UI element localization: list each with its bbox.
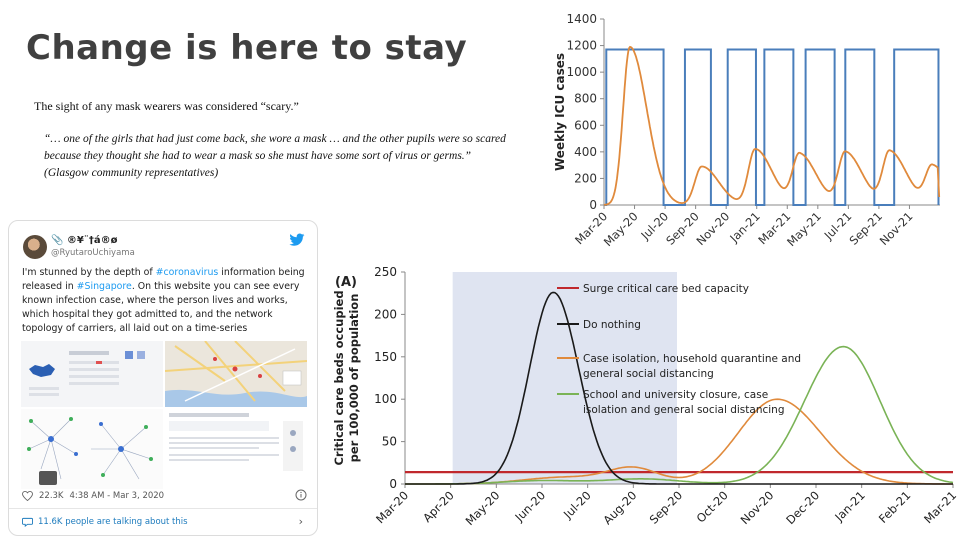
map-thumbnail — [165, 341, 307, 407]
weekly-icu-chart: 0200400600800100012001400Mar-20May-20Jul… — [553, 12, 941, 249]
hashtag-coronavirus[interactable]: #coronavirus — [155, 267, 219, 278]
media-map-image[interactable] — [165, 341, 307, 407]
tweet-text: information being released in — [22, 267, 305, 292]
divider — [9, 508, 317, 509]
heart-icon[interactable] — [22, 491, 33, 501]
y-axis-title: Weekly ICU cases — [553, 53, 567, 171]
tweet-body: I'm stunned by the depth of #coronavirus… — [22, 266, 312, 336]
tweet-text: . On this website you can see every know… — [22, 281, 300, 334]
y-tick-label: 150 — [374, 350, 397, 364]
quote-line: because they thought she had to wear a m… — [44, 150, 472, 162]
tweet-timestamp[interactable]: 4:38 AM - Mar 3, 2020 — [69, 491, 165, 501]
y-tick-label: 200 — [574, 171, 597, 185]
x-tick-label: May-21 — [784, 209, 824, 249]
y-tick-label: 1400 — [566, 12, 597, 26]
x-tick-label: May-20 — [601, 209, 641, 249]
like-count[interactable]: 22.3K — [39, 491, 64, 501]
y-tick-label: 50 — [382, 435, 397, 449]
y-tick-label: 1000 — [566, 65, 597, 79]
y-tick-label: 100 — [374, 392, 397, 406]
panel-label: (A) — [335, 275, 357, 290]
x-tick-label: Jul-20 — [560, 488, 594, 522]
x-tick-label: Sep-20 — [647, 488, 686, 527]
legend-label: Case isolation, household quarantine and — [583, 353, 801, 365]
x-tick-label: Nov-20 — [738, 488, 777, 527]
y-tick-label: 800 — [574, 92, 597, 106]
y-axis-title: per 100,000 of population — [347, 294, 361, 463]
x-tick-label: Dec-20 — [783, 488, 822, 527]
y-tick-label: 0 — [589, 198, 597, 212]
y-tick-label: 1200 — [566, 39, 597, 53]
dashboard-thumbnail — [21, 341, 163, 407]
slide-title: Change is here to stay — [26, 28, 468, 68]
do-nothing-line — [405, 291, 953, 485]
x-tick-label: Mar-20 — [373, 488, 411, 526]
tweet-author-name[interactable]: 📎 ®¥¨†á®ø — [51, 235, 118, 246]
y-tick-label: 400 — [574, 145, 597, 159]
conversation-count[interactable]: 11.6K people are talking about this — [38, 517, 188, 527]
twitter-bird-icon[interactable] — [289, 233, 305, 247]
school-closure-line — [405, 345, 954, 485]
legend-label: Do nothing — [583, 319, 641, 331]
cases-line — [603, 45, 941, 206]
y-tick-label: 200 — [374, 307, 397, 321]
x-tick-label: May-20 — [463, 488, 503, 528]
x-tick-label: Aug-20 — [600, 488, 639, 527]
x-tick-label: Jan-21 — [831, 488, 867, 524]
shaded-period — [452, 272, 677, 484]
avatar[interactable] — [23, 235, 47, 259]
conversation-link[interactable]: 11.6K people are talking about this — [22, 517, 188, 527]
x-tick-label: Mar-21 — [921, 488, 957, 526]
chevron-right-icon[interactable]: › — [298, 515, 303, 528]
media-case-page-image[interactable] — [165, 409, 307, 489]
legend-label: Surge critical care bed capacity — [583, 283, 749, 295]
tweet-author-handle[interactable]: @RyutaroUchiyama — [51, 248, 135, 258]
hashtag-singapore[interactable]: #Singapore — [76, 281, 132, 292]
tweet-media[interactable] — [21, 341, 307, 489]
x-tick-label: Feb-21 — [876, 488, 914, 526]
x-tick-label: Apr-20 — [420, 488, 457, 525]
network-thumbnail — [21, 409, 163, 489]
tweet-card[interactable]: 📎 ®¥¨†á®ø @RyutaroUchiyama I'm stunned b… — [8, 220, 318, 536]
media-dashboard-image[interactable] — [21, 341, 163, 407]
intro-text: The sight of any mask wearers was consid… — [34, 99, 299, 113]
x-tick-label: Jun-20 — [512, 488, 549, 525]
y-axis-title: Critical care beds occupied — [332, 290, 346, 465]
y-tick-label: 0 — [389, 477, 397, 491]
y-tick-label: 250 — [374, 265, 397, 279]
x-tick-label: Nov-21 — [877, 209, 916, 248]
legend-label: general social distancing — [583, 368, 714, 380]
info-icon[interactable] — [295, 489, 307, 501]
legend-label: School and university closure, case — [583, 389, 768, 401]
critical-care-beds-chart: 0 50 100 150 200 250 Mar-20 Apr-20 May-20 Jun-20 J… — [332, 265, 957, 528]
tweet-footer: 22.3K 4:38 AM - Mar 3, 2020 — [22, 491, 164, 501]
control-step-line — [604, 48, 940, 206]
quote-block: “… one of the girls that had just come b… — [44, 131, 544, 182]
quote-line: “… one of the girls that had just come b… — [44, 133, 506, 145]
legend-label: isolation and general social distancing — [583, 404, 785, 416]
quote-attribution: (Glasgow community representatives) — [44, 167, 219, 179]
tweet-text: I'm stunned by the depth of — [22, 267, 156, 278]
x-tick-label: Nov-20 — [693, 209, 732, 248]
media-network-image[interactable] — [21, 409, 163, 489]
x-tick-label: Oct-20 — [694, 488, 731, 525]
comment-icon — [22, 517, 33, 527]
y-tick-label: 600 — [574, 118, 597, 132]
case-page-thumbnail — [165, 409, 307, 489]
